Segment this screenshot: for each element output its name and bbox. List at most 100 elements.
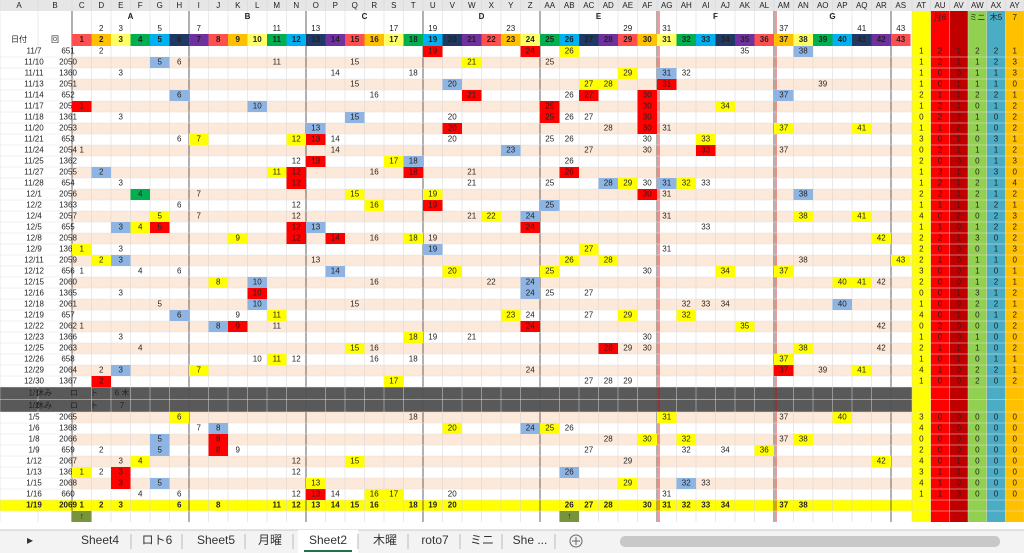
h-scrollbar[interactable]	[620, 536, 1000, 547]
number-cell: 3	[119, 179, 124, 188]
kai-cell: 2053	[59, 124, 77, 133]
count-cell: 1	[919, 300, 924, 309]
count-cell: 2	[975, 190, 980, 199]
count-cell: 0	[1012, 80, 1017, 89]
number-cell-fill	[520, 423, 540, 434]
number-header: 34	[721, 35, 730, 44]
number-cell: 2	[99, 168, 104, 177]
number-cell: 31	[662, 190, 671, 199]
add-sheet[interactable]	[569, 534, 583, 548]
number-cell: 13	[311, 479, 320, 488]
number-cell: 12	[292, 468, 301, 477]
tab-nav[interactable]: ▸	[27, 533, 33, 547]
number-header: 14	[331, 35, 340, 44]
count-cell: 2	[956, 113, 961, 122]
sheet-tab[interactable]: Sheet4	[81, 533, 119, 547]
number-cell: 15	[350, 300, 359, 309]
group-label: F	[713, 12, 718, 21]
sheet-tab[interactable]: 木曜	[373, 533, 397, 547]
holiday-note: 6 木	[115, 387, 130, 397]
kai-cell: 653	[61, 135, 75, 144]
group-label: D	[479, 12, 485, 21]
number-cell: 30	[643, 435, 652, 444]
number-cell-fill	[520, 321, 540, 332]
count-cell: 0	[938, 355, 943, 364]
number-cell-fill	[150, 222, 170, 233]
sheet-tab[interactable]: Sheet2	[309, 533, 347, 547]
number-header-cell	[598, 34, 618, 46]
count-cell: 2	[919, 278, 924, 287]
sheet-tab[interactable]: ロト6	[142, 533, 173, 547]
count-cell: 0	[975, 413, 980, 422]
kai-cell: 2054	[59, 146, 77, 155]
sheet-tab[interactable]: ミニ	[470, 533, 494, 547]
count-cell: 0	[994, 322, 999, 331]
number-cell-fill	[306, 222, 326, 233]
number-cell-fill	[618, 68, 638, 79]
count-cell: 1	[1012, 47, 1017, 56]
number-cell: 9	[236, 322, 241, 331]
count-cell: 1	[919, 223, 924, 232]
date-cell: 11/7	[27, 47, 43, 56]
count-cell: 0	[938, 413, 943, 422]
number-cell: 11	[273, 355, 282, 364]
number-cell: 38	[799, 47, 808, 56]
sheet-tab[interactable]: roto7	[421, 533, 449, 547]
count-cell: 1	[994, 80, 999, 89]
number-header: 25	[545, 35, 554, 44]
number-cell-fill	[637, 90, 657, 101]
number-cell: 15	[350, 58, 359, 67]
count-cell: 0	[994, 490, 999, 499]
count-cell: 2	[938, 322, 943, 331]
number-cell-fill	[169, 412, 189, 423]
number-cell-fill	[852, 277, 872, 288]
number-cell-fill	[520, 222, 540, 233]
count-cell: 3	[919, 267, 924, 276]
number-cell-fill	[657, 79, 677, 90]
number-cell-fill	[637, 189, 657, 200]
stripe-row	[72, 145, 912, 156]
number-cell-fill	[208, 423, 228, 434]
count-cell: 0	[975, 135, 980, 144]
column-letter: AE	[622, 1, 633, 10]
number-header-cell	[150, 34, 170, 46]
kai-cell: 2050	[59, 58, 77, 67]
date-cell: 12/8	[26, 234, 42, 243]
number-cell: 12	[292, 223, 301, 232]
number-cell: 30	[643, 179, 652, 188]
count-cell: 2	[975, 366, 980, 375]
count-cell: 0	[956, 377, 961, 386]
count-cell: 0	[1012, 413, 1017, 422]
sheet-tab[interactable]: 月曜	[258, 533, 282, 547]
column-letter: V	[450, 1, 456, 10]
stripe-row	[72, 189, 912, 200]
count-cell: 0	[938, 135, 943, 144]
count-cell: 1	[975, 278, 980, 287]
date-cell: 12/23	[24, 333, 45, 342]
number-cell-fill	[657, 68, 677, 79]
date-cell: 11/17	[24, 102, 44, 111]
number-cell: 25	[545, 135, 554, 144]
number-cell: 37	[779, 91, 788, 100]
number-cell-fill	[676, 178, 696, 189]
number-header: 6	[177, 35, 182, 44]
date-cell: 1/8	[28, 435, 40, 444]
kai-cell: 1366	[59, 333, 77, 342]
sheet-tab[interactable]: She ...	[513, 533, 548, 547]
number-cell-fill	[286, 167, 306, 178]
number-header: 9	[236, 35, 241, 44]
number-cell: 27	[584, 311, 593, 320]
number-cell-fill	[774, 354, 794, 365]
number-cell-fill	[384, 376, 404, 387]
count-cell: 3	[975, 289, 980, 298]
number-cell: 7	[197, 366, 202, 375]
number-cell: 23	[506, 311, 515, 320]
sheet-tab[interactable]: Sheet5	[197, 533, 235, 547]
count-cell: 0	[956, 413, 961, 422]
count-cell: 1	[938, 468, 943, 477]
summary-header: 木5	[990, 12, 1003, 22]
number-header: 32	[682, 35, 691, 44]
number-cell: 9	[236, 234, 241, 243]
number-header: 16	[370, 35, 379, 44]
number-cell-fill	[150, 57, 170, 68]
